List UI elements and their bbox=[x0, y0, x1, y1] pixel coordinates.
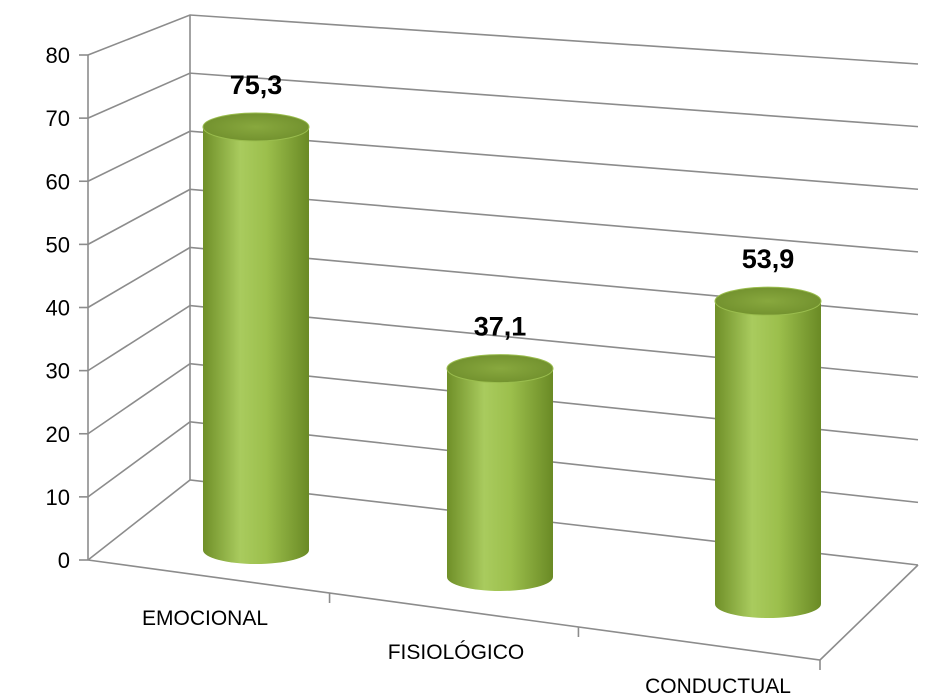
y-tick-label: 60 bbox=[46, 169, 70, 194]
y-tick-label: 50 bbox=[46, 232, 70, 257]
y-tick-label: 20 bbox=[46, 422, 70, 447]
bar-body bbox=[447, 368, 553, 591]
labels: 0 10 20 30 40 50 60 70 80 75,3 37,1 53,9 EMOCIONAL FI… bbox=[46, 43, 795, 698]
bars bbox=[202, 112, 822, 618]
axes bbox=[79, 15, 919, 670]
y-tick-label: 30 bbox=[46, 359, 70, 384]
bar bbox=[714, 286, 822, 618]
y-tick-label: 40 bbox=[46, 296, 70, 321]
x-tick-label: FISIOLÓGICO bbox=[388, 641, 525, 664]
y-tick-label: 70 bbox=[46, 106, 70, 131]
gridline bbox=[87, 14, 919, 65]
x-tick-label: CONDUCTUAL bbox=[645, 675, 791, 698]
bar bbox=[446, 354, 554, 591]
x-tick-label: EMOCIONAL bbox=[142, 607, 268, 630]
bar-top bbox=[446, 354, 554, 384]
y-tick-label: 10 bbox=[46, 485, 70, 510]
y-tick-label: 80 bbox=[46, 43, 70, 68]
bar-body bbox=[203, 126, 309, 564]
bar-body bbox=[715, 301, 821, 618]
bar-top bbox=[714, 286, 822, 316]
data-label: 75,3 bbox=[230, 70, 283, 100]
data-label: 37,1 bbox=[474, 312, 527, 342]
bar-top bbox=[202, 112, 310, 142]
y-tick-label: 0 bbox=[58, 548, 70, 573]
data-label: 53,9 bbox=[742, 244, 795, 274]
bar bbox=[202, 112, 310, 564]
